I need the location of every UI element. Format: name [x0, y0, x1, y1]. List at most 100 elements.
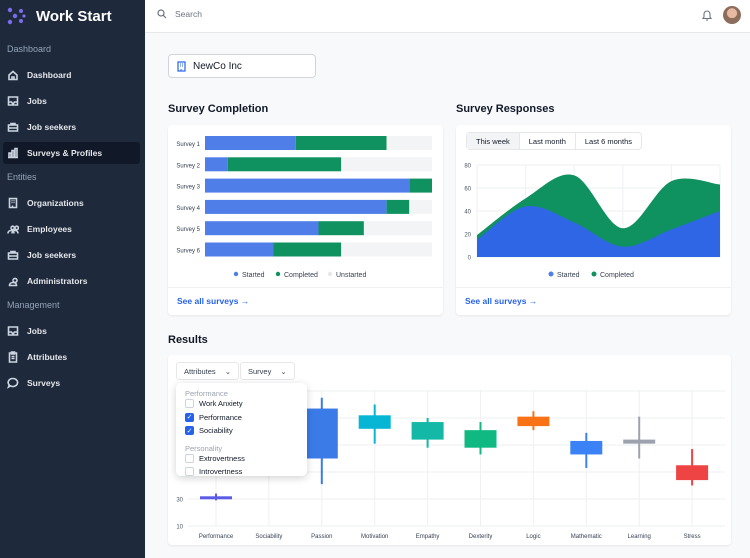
sidebar-item-administrators[interactable]: Administrators [3, 270, 140, 292]
sidebar-item-job-seekers[interactable]: Job seekers [3, 244, 140, 266]
bar-segment-started [205, 242, 274, 257]
bar-segment-unstarted [341, 242, 432, 257]
dropdown-option[interactable]: ✓ Sociability [185, 426, 233, 436]
dropdown-option[interactable]: Extrovertness [176, 452, 307, 466]
bar-segment-completed [386, 199, 410, 214]
range-option[interactable]: Last 6 months [584, 136, 632, 146]
bar-segment-unstarted [341, 157, 432, 172]
candle-body [200, 496, 232, 500]
results-title: Results [168, 334, 208, 346]
bell-icon[interactable] [701, 9, 713, 22]
legend-label: Completed [600, 272, 634, 279]
legend-label: Started [557, 272, 580, 279]
search-input[interactable]: Search [157, 9, 202, 19]
legend-marker [275, 271, 281, 277]
bar-category-label: Survey 1 [176, 142, 200, 148]
dropdown-group-label: Personality [185, 443, 223, 453]
sidebar-item-jobs[interactable]: Jobs [3, 320, 140, 342]
clipboard-icon [8, 351, 18, 363]
sidebar-item-label: Jobs [27, 96, 47, 106]
candle-body [358, 415, 391, 429]
bar-segment-completed [295, 136, 387, 150]
legend-label: Started [242, 272, 265, 279]
user-icon [8, 277, 18, 287]
bar-category-label: Survey 3 [176, 185, 200, 191]
organization-selector[interactable]: NewCo Inc [168, 54, 316, 78]
see-all-surveys-link[interactable]: See all surveys → [465, 296, 538, 306]
sidebar-item-job-seekers[interactable]: Job seekers [3, 116, 140, 138]
bar-category-label: Survey 2 [176, 163, 200, 169]
dropdown-option[interactable]: ✓ Performance [185, 412, 242, 422]
bar-category-label: Survey 5 [176, 227, 200, 233]
bar-category-label: Survey 4 [176, 206, 200, 212]
range-option[interactable]: This week [467, 133, 520, 149]
legend-marker [327, 271, 333, 277]
attributes-dropdown: Performance Work Anxiety ✓ Performance ✓ Soci… [176, 383, 307, 476]
legend-marker [591, 271, 597, 277]
candle-body [570, 440, 603, 455]
sidebar-item-organizations[interactable]: Organizations [3, 192, 140, 214]
dropdown-option[interactable]: Work Anxiety [176, 397, 307, 411]
y-tick-label: 40 [464, 210, 471, 216]
bar-segment-completed [227, 157, 342, 172]
sidebar-item-jobs[interactable]: Jobs [3, 90, 140, 112]
bar-segment-started [205, 157, 228, 172]
bar-segment-completed [273, 242, 342, 257]
x-tick-label: Performance [199, 534, 234, 540]
checkbox[interactable]: ✓ [185, 412, 194, 422]
nav-section-label: Entities [7, 172, 37, 182]
candle-body [411, 422, 444, 440]
bar-segment-started [205, 178, 410, 193]
sidebar-item-label: Employees [27, 224, 72, 234]
dropdown-option[interactable]: Introvertness [176, 465, 307, 476]
y-tick-label: 60 [464, 187, 471, 193]
sidebar-item-dashboard[interactable]: Dashboard [3, 64, 140, 86]
checkbox[interactable] [185, 467, 194, 476]
sidebar-item-surveys[interactable]: Surveys [3, 372, 140, 394]
logo[interactable]: Work Start [6, 6, 112, 26]
area-started [477, 205, 720, 257]
inbox-icon [7, 96, 19, 106]
briefcase-icon [7, 250, 19, 260]
checkbox[interactable]: ✓ [185, 426, 194, 436]
checkbox[interactable] [185, 399, 194, 409]
x-tick-label: Stress [684, 534, 701, 540]
logo-icon [7, 7, 26, 25]
survey-completion-card: See all surveys → [168, 125, 443, 315]
x-tick-label: Passion [311, 534, 332, 540]
nav-section-label: Dashboard [7, 44, 52, 54]
legend-label: Unstarted [336, 272, 366, 279]
building-icon [177, 60, 186, 72]
building-icon [8, 197, 18, 209]
sidebar: Work Start Dashboard Dashboard Jobs Job see… [0, 0, 145, 558]
sidebar-item-label: Job seekers [27, 250, 77, 260]
y-tick-label: 80 [464, 164, 471, 170]
range-option[interactable]: Last month [520, 133, 576, 149]
x-tick-label: Learning [628, 534, 651, 540]
bar-segment-started [205, 136, 296, 150]
avatar[interactable] [723, 6, 741, 24]
sidebar-item-attributes[interactable]: Attributes [3, 346, 140, 368]
sidebar-item-surveys-profiles[interactable]: Surveys & Profiles [3, 142, 140, 164]
checkbox[interactable] [185, 453, 194, 463]
bar-chart-icon [8, 147, 18, 159]
sidebar-item-label: Surveys & Profiles [27, 148, 103, 158]
y-tick-label: 0 [468, 256, 472, 262]
sidebar-item-label: Dashboard [27, 70, 72, 80]
bar-segment-started [205, 221, 319, 236]
attributes-filter[interactable]: Attributes ⌄ [176, 362, 239, 380]
sidebar-item-label: Attributes [27, 352, 68, 362]
x-tick-label: Mathematic [571, 534, 602, 540]
survey-filter[interactable]: Survey ⌄ [240, 362, 295, 380]
bar-segment-completed [318, 221, 364, 236]
see-all-surveys-link[interactable]: See all surveys → [177, 296, 250, 306]
x-tick-label: Logic [526, 534, 540, 540]
top-bar: Search [145, 0, 750, 33]
legend-marker [548, 271, 554, 277]
sidebar-item-label: Administrators [27, 276, 88, 286]
candle-body [305, 408, 338, 459]
sidebar-item-employees[interactable]: Employees [3, 218, 140, 240]
y-tick-label: 10 [176, 525, 183, 531]
bar-category-label: Survey 6 [176, 249, 200, 255]
sidebar-item-label: Surveys [27, 378, 61, 388]
